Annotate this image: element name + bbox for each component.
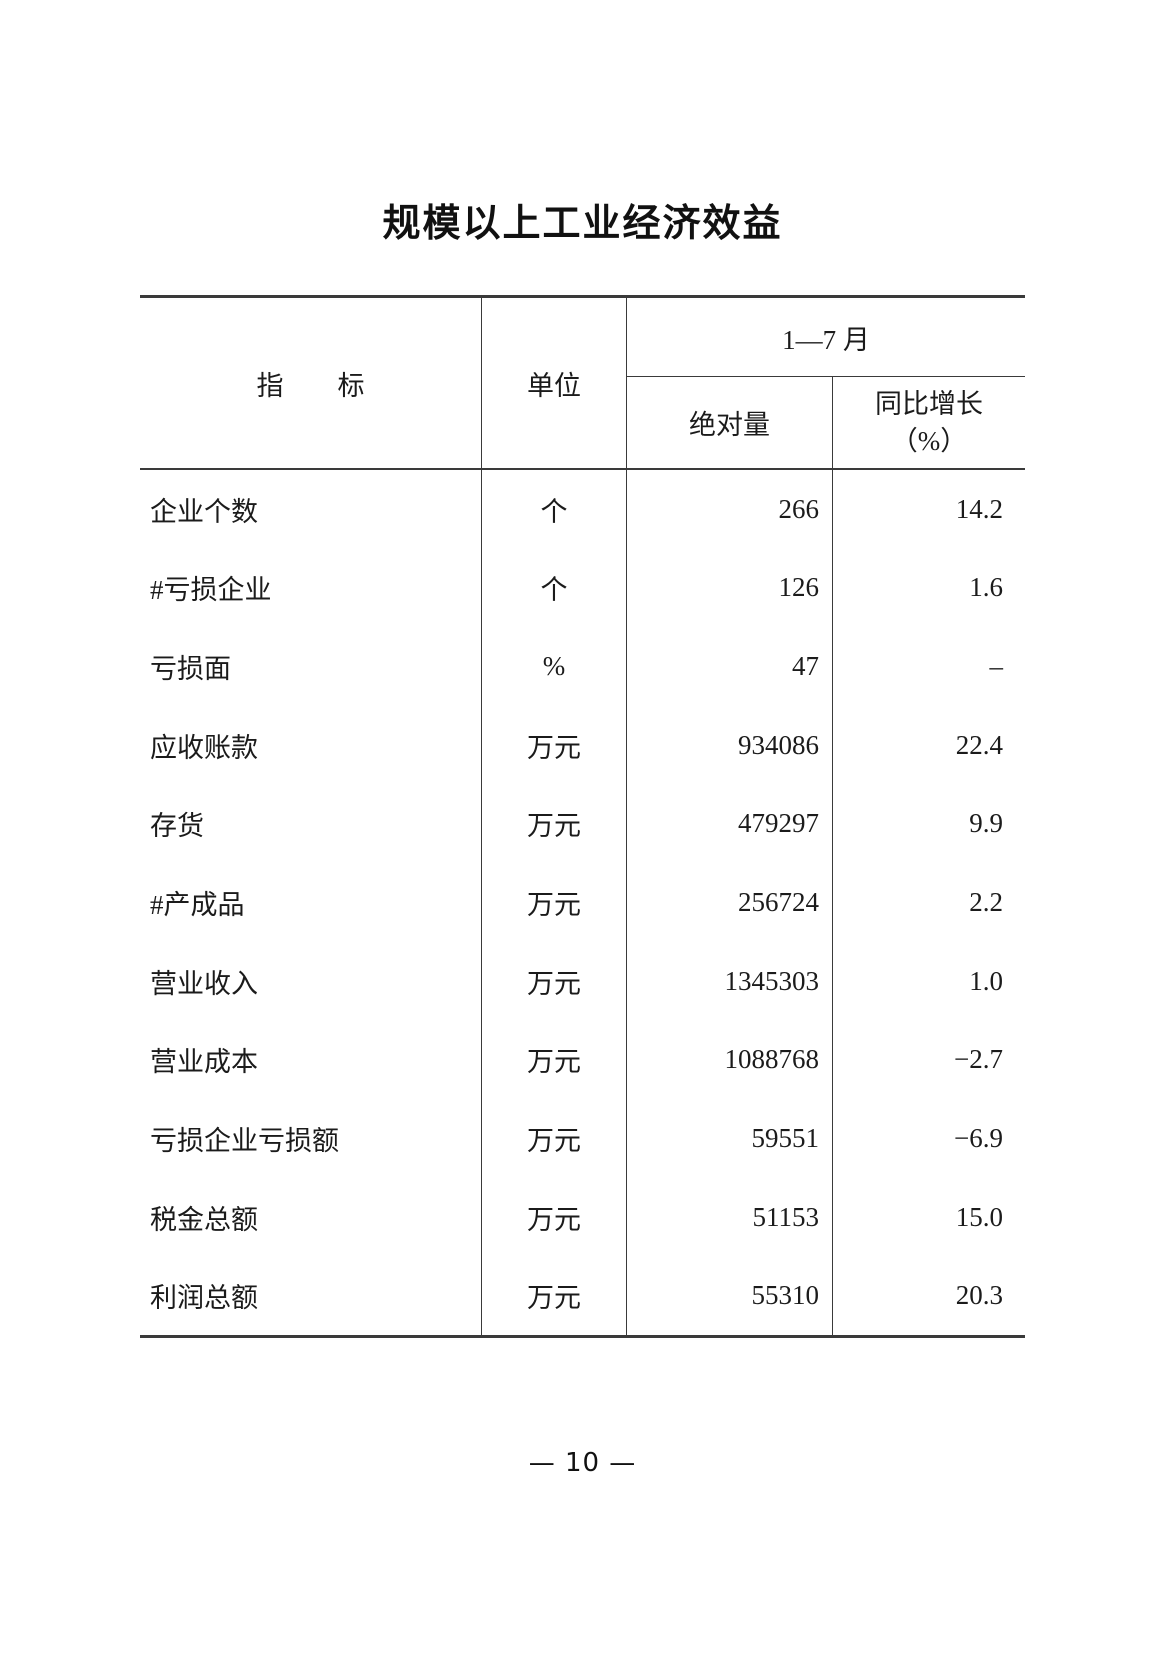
col-header-indicator: 指 标 <box>140 298 482 468</box>
page-title: 规模以上工业经济效益 <box>382 203 783 245</box>
table-row: 利润总额 万元 55310 20.3 <box>140 1256 1025 1336</box>
row-indicator: #产成品 <box>140 863 482 942</box>
row-unit: 个 <box>482 548 627 628</box>
row-indicator: 亏损企业亏损额 <box>140 1099 482 1178</box>
row-yoy-value: 14.2 <box>955 493 1003 524</box>
row-absolute-value: 51153 <box>627 1177 833 1257</box>
row-absolute-value: 266 <box>627 470 833 549</box>
row-unit: 万元 <box>482 863 627 942</box>
row-absolute-value: 934086 <box>627 705 833 785</box>
col-header-yoy-line1: 同比增长 <box>875 389 983 420</box>
col-header-period: 1—7 月 <box>627 298 1025 377</box>
row-yoy-value: −6.9 <box>954 1122 1003 1153</box>
row-indicator: 应收账款 <box>140 705 482 785</box>
row-unit: 万元 <box>482 784 627 864</box>
table-body: 企业个数个 266 14.2 #亏损企业个 126 1.6 亏损面% 47– 应收账款 万元 934… <box>140 470 1025 1336</box>
row-unit: % <box>482 627 627 706</box>
row-absolute-value: 1345303 <box>627 941 833 1021</box>
table-row: 亏损面% 47 – <box>140 627 1025 706</box>
col-header-yoy-line2: （%） <box>890 425 968 456</box>
row-indicator: 营业成本 <box>140 1020 482 1100</box>
table-row: 企业个数个 266 14.2 <box>140 470 1025 549</box>
row-yoy-value: 1.0 <box>969 965 1003 996</box>
table-row: #亏损企业个 126 1.6 <box>140 548 1025 628</box>
col-header-unit: 单位 <box>482 298 627 468</box>
row-unit: 个 <box>482 470 627 549</box>
table-row: 税金总额 万元 51153 15.0 <box>140 1177 1025 1257</box>
table-header: 指 标 单位 1—7 月 绝对量 同比增长 （%） <box>140 298 1025 470</box>
row-yoy-value: 20.3 <box>955 1280 1003 1311</box>
row-indicator: 存货 <box>140 784 482 864</box>
row-absolute-value: 126 <box>627 548 833 628</box>
row-absolute-value: 479297 <box>627 784 833 864</box>
row-absolute-value: 256724 <box>627 863 833 942</box>
row-absolute-value: 59551 <box>627 1099 833 1178</box>
row-absolute-value: 1088768 <box>627 1020 833 1100</box>
row-indicator: 企业个数 <box>140 470 482 549</box>
row-unit: 万元 <box>482 1256 627 1336</box>
table-row: 亏损企业亏损额 万元 59551 −6.9 <box>140 1099 1025 1178</box>
row-indicator: 税金总额 <box>140 1177 482 1257</box>
row-yoy-value: 22.4 <box>955 729 1003 760</box>
row-yoy-value: −2.7 <box>954 1044 1003 1075</box>
row-unit: 万元 <box>482 705 627 785</box>
row-yoy-value: 2.2 <box>969 887 1003 918</box>
row-indicator: #亏损企业 <box>140 548 482 628</box>
row-absolute-value: 47 <box>627 627 833 706</box>
row-unit: 万元 <box>482 1020 627 1100</box>
table-row: 存货 万元 479297 9.9 <box>140 784 1025 864</box>
row-indicator: 营业收入 <box>140 941 482 1021</box>
table-row: 应收账款 万元 934086 22.4 <box>140 705 1025 785</box>
col-header-absolute: 绝对量 <box>627 377 833 468</box>
row-unit: 万元 <box>482 1177 627 1257</box>
row-yoy-value: 15.0 <box>955 1201 1003 1232</box>
row-unit: 万元 <box>482 1099 627 1178</box>
table-row: #产成品 万元 256724 2.2 <box>140 863 1025 942</box>
row-yoy-value: 1.6 <box>969 572 1003 603</box>
row-indicator: 亏损面 <box>140 627 482 706</box>
page-number: — 10 — <box>528 1448 637 1478</box>
table-row: 营业收入 万元 1345303 1.0 <box>140 941 1025 1021</box>
table-row: 营业成本 万元 1088768 −2.7 <box>140 1020 1025 1100</box>
row-absolute-value: 55310 <box>627 1256 833 1336</box>
row-unit: 万元 <box>482 941 627 1021</box>
row-indicator: 利润总额 <box>140 1256 482 1336</box>
industry-benefits-table: 指 标 单位 1—7 月 绝对量 同比增长 （%） 企业个数个 266 14.2 #亏… <box>140 295 1025 1338</box>
row-yoy-value: – <box>989 651 1004 682</box>
col-header-yoy: 同比增长 （%） <box>833 377 1025 468</box>
row-yoy-value: 9.9 <box>969 808 1003 839</box>
